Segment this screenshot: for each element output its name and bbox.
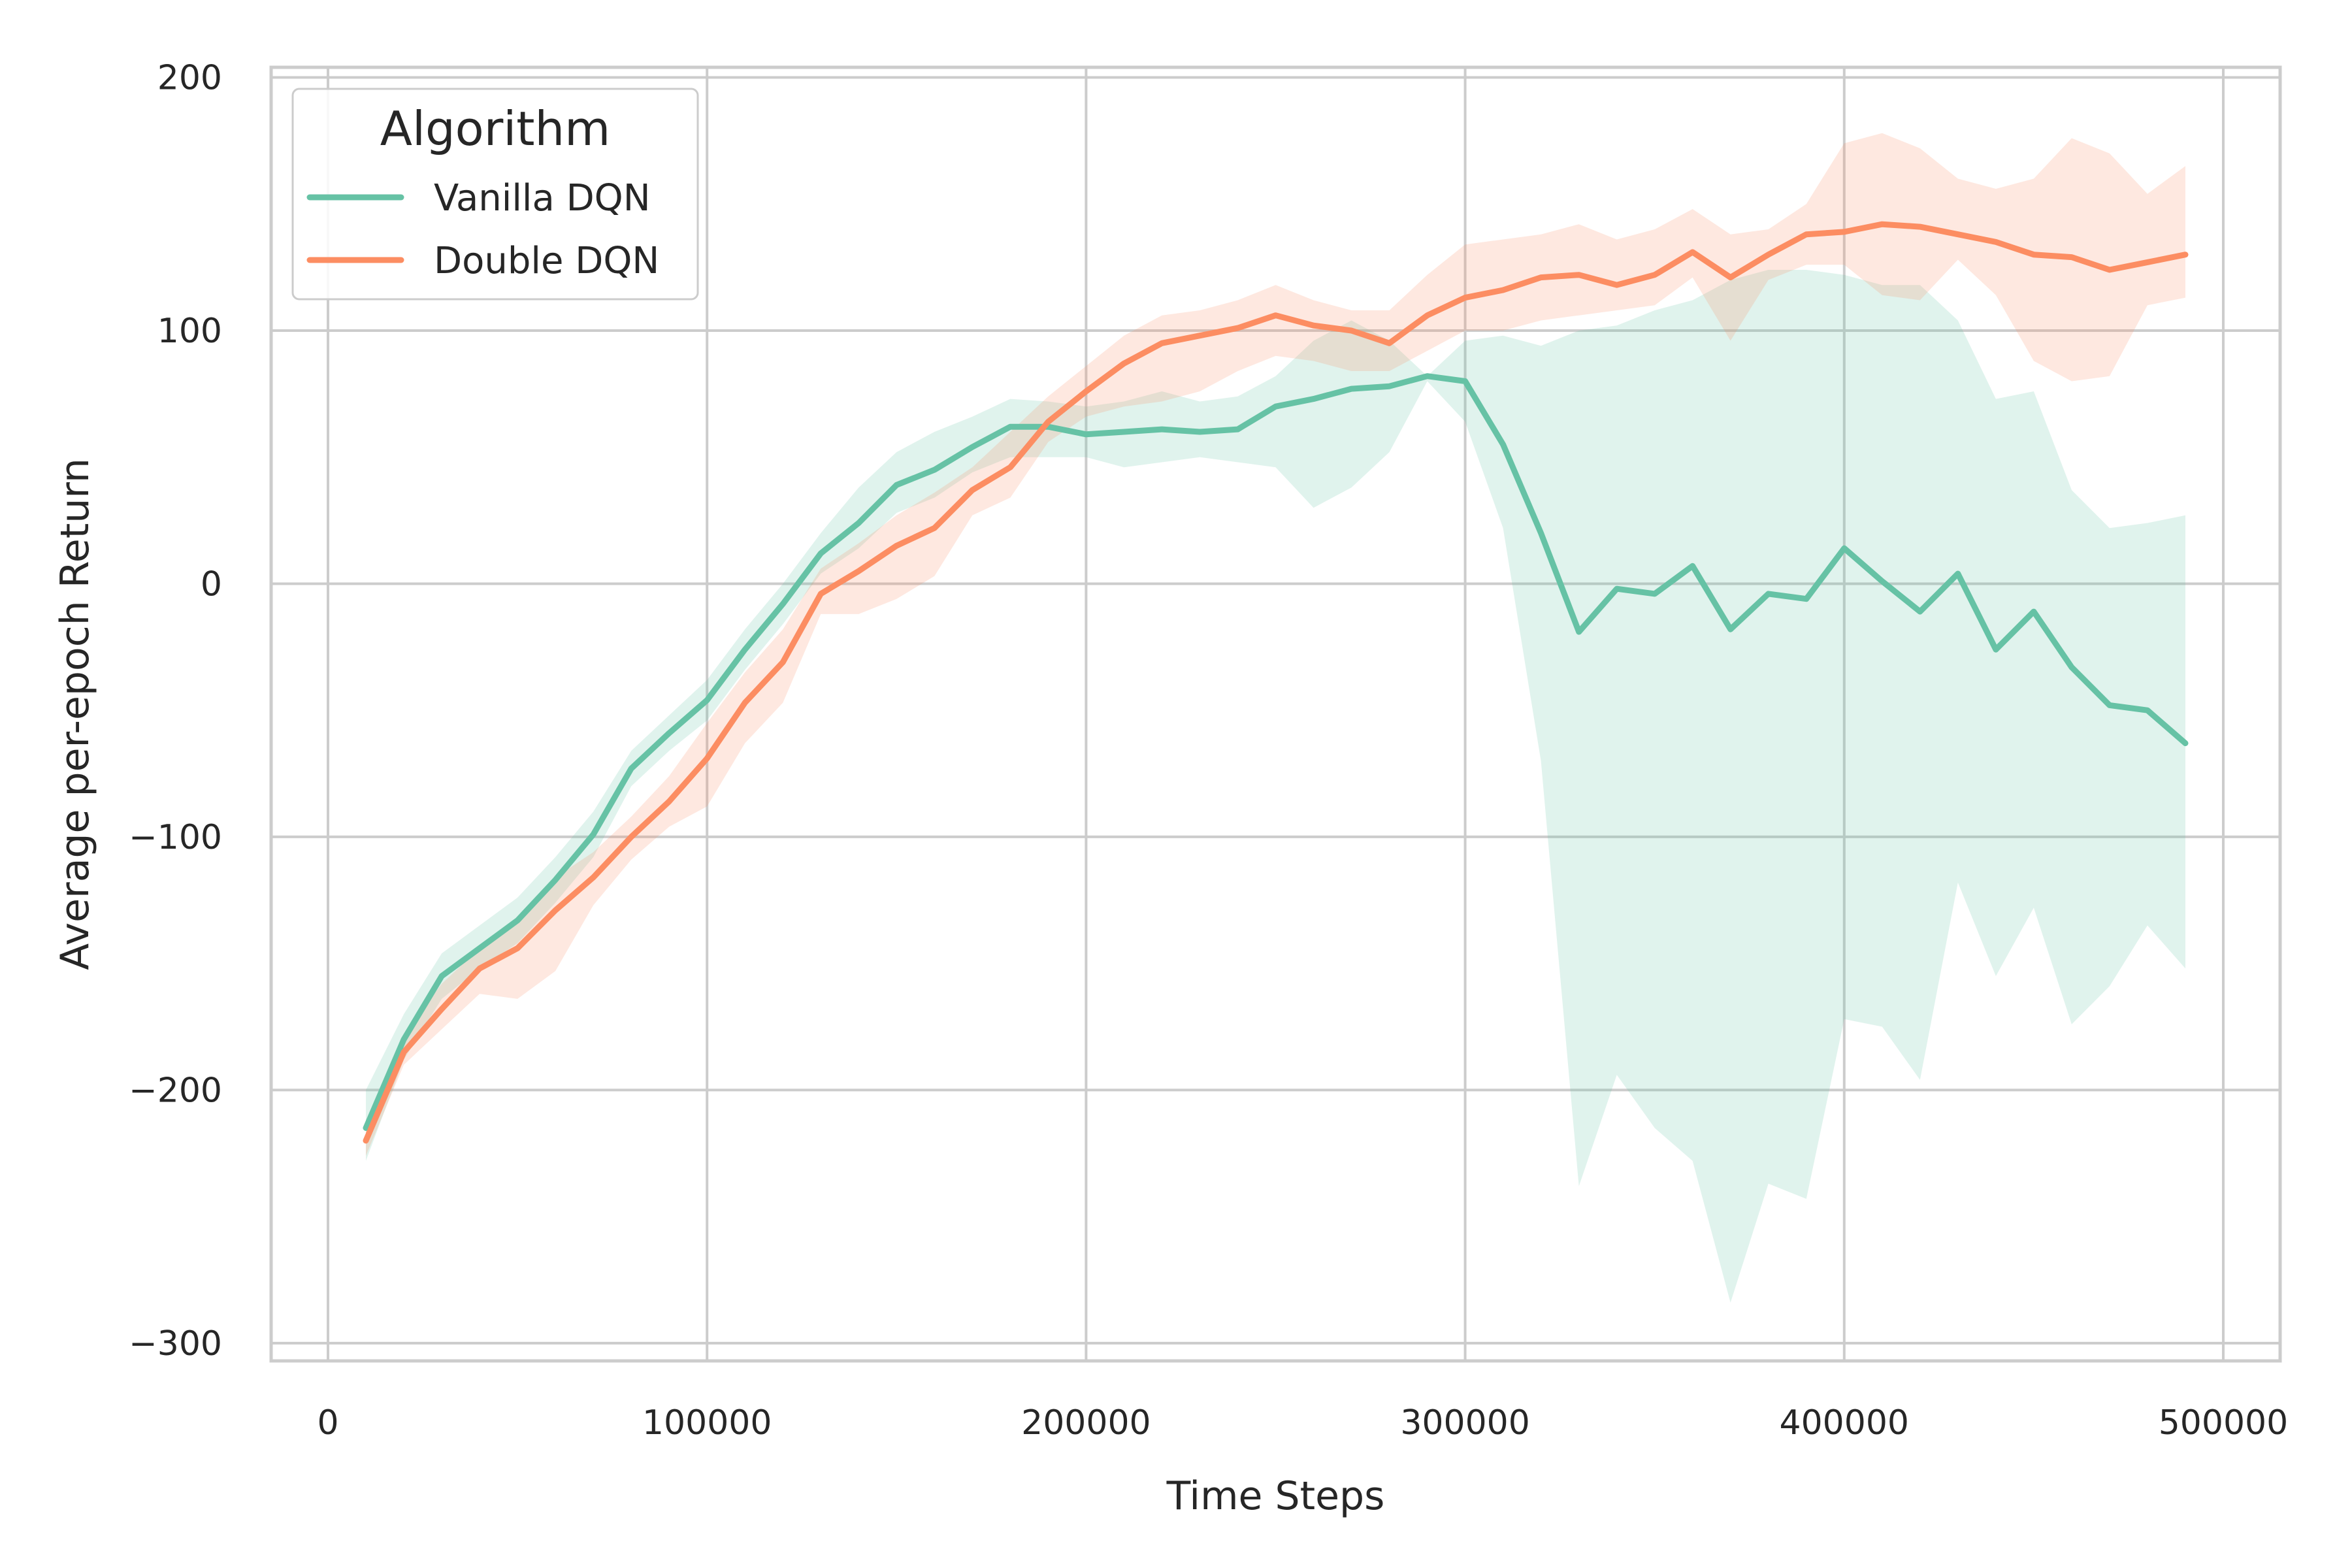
y-tick-labels: −300 −200 −100 0 100 200 xyxy=(129,58,222,1363)
y-tick-label: 0 xyxy=(201,564,222,604)
legend-label-0: Vanilla DQN xyxy=(434,177,651,220)
plot-frame xyxy=(269,65,2282,1363)
confidence-bands xyxy=(366,133,2185,1303)
legend-title: Algorithm xyxy=(380,101,611,156)
legend: Algorithm Vanilla DQN Double DQN xyxy=(291,88,699,301)
x-tick-label: 500000 xyxy=(2159,1403,2289,1443)
x-tick-label: 400000 xyxy=(1780,1403,1910,1443)
series-line-0 xyxy=(363,373,2189,1131)
x-tick-label: 100000 xyxy=(642,1403,772,1443)
legend-box xyxy=(291,88,699,301)
y-tick-label: 200 xyxy=(157,58,222,97)
x-tick-labels: 0 100000 200000 300000 400000 500000 xyxy=(317,1403,2288,1443)
confidence-band-0 xyxy=(366,270,2185,1303)
y-tick-label: −100 xyxy=(129,818,222,857)
confidence-band-1 xyxy=(366,133,2185,1156)
y-tick-label: −200 xyxy=(129,1071,222,1110)
x-tick-label: 0 xyxy=(317,1403,338,1443)
y-tick-label: −300 xyxy=(129,1324,222,1364)
x-tick-label: 200000 xyxy=(1021,1403,1151,1443)
x-tick-label: 300000 xyxy=(1400,1403,1530,1443)
series-line-1 xyxy=(363,221,2189,1144)
y-tick-label: 100 xyxy=(157,312,222,351)
series-lines xyxy=(363,221,2189,1144)
x-axis-label: Time Steps xyxy=(1166,1473,1385,1519)
legend-label-1: Double DQN xyxy=(434,240,659,282)
y-axis-label: Average per-epoch Return xyxy=(52,458,98,970)
